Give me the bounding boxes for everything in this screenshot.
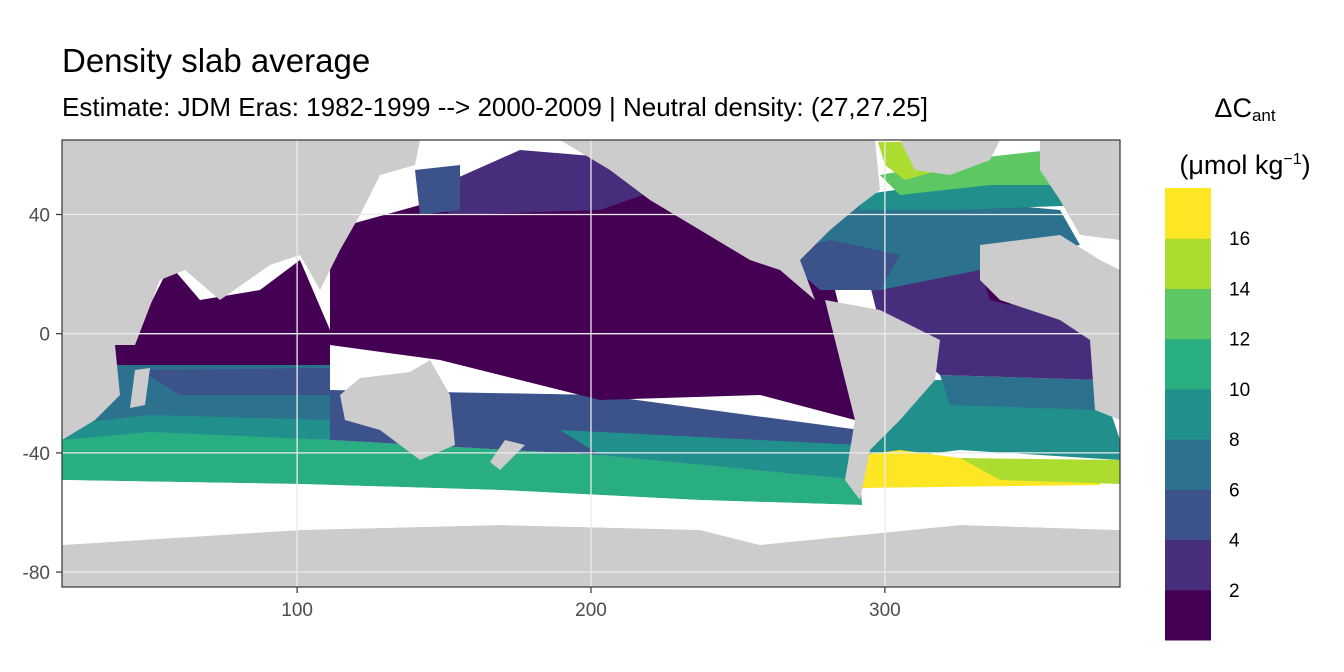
colorbar-label: 2: [1229, 581, 1240, 602]
colorbar-swatch: [1165, 288, 1211, 340]
grid-lines-no-data: [62, 140, 1120, 587]
colorbar-swatch: [1165, 539, 1211, 591]
land-greenland: [900, 140, 1000, 175]
ocean-south-pacific-green: [560, 430, 860, 480]
y-tick-label: -80: [23, 563, 50, 584]
ocean-subpolar-green: [880, 150, 1090, 195]
land-africa-west: [980, 235, 1120, 420]
land-north-america: [560, 140, 880, 300]
y-tick-label: -40: [23, 444, 50, 465]
colorbar-label: 8: [1229, 430, 1240, 451]
land-south-america: [825, 300, 940, 500]
colorbar-label: 12: [1229, 330, 1250, 351]
colorbar-label: 6: [1229, 480, 1240, 501]
land-africa-east: [62, 345, 120, 440]
colorbar-label: 16: [1229, 229, 1250, 250]
land-eurasia: [62, 140, 420, 345]
x-tick-label: 300: [869, 600, 901, 621]
ocean-southern-band: [62, 425, 862, 505]
ocean-south-atlantic-lime: [960, 458, 1120, 484]
map-panel: [62, 140, 1120, 587]
y-axis: 40 0 -40 -80: [23, 206, 62, 584]
chart-subtitle: Estimate: JDM Eras: 1982-1999 --> 2000-2…: [62, 92, 928, 122]
ocean-north-atlantic-blue: [780, 240, 900, 290]
ocean-south-atlantic-blue: [940, 375, 1100, 410]
colorbar-swatch: [1165, 338, 1211, 390]
colorbar-label: 14: [1229, 279, 1251, 300]
colorbar-swatch: [1165, 188, 1211, 239]
y-tick-label: 0: [39, 325, 50, 346]
x-axis: 100 200 300: [281, 587, 901, 621]
land-australia: [340, 360, 455, 460]
legend-title: ΔCant (μmol kg−1): [1150, 86, 1340, 187]
ocean-south-indian-inner: [140, 368, 330, 395]
colorbar-swatch: [1165, 489, 1211, 541]
land-madagascar: [130, 368, 150, 408]
colorbar: 2 4 6 8 10 12 14 16: [1165, 188, 1251, 641]
colorbar-swatch: [1165, 589, 1211, 641]
x-tick-label: 100: [281, 600, 313, 621]
colorbar-swatch: [1165, 388, 1211, 440]
land-new-zealand: [490, 440, 525, 470]
legend-title-unit: (μmol kg−1): [1179, 150, 1311, 180]
chart-title: Density slab average: [62, 42, 371, 79]
x-tick-label: 200: [575, 600, 607, 621]
legend-title-quantity: ΔCant: [1214, 93, 1276, 125]
colorbar-label: 10: [1229, 380, 1250, 401]
colorbar-swatch: [1165, 439, 1211, 490]
ocean-north-indian: [62, 260, 330, 365]
y-tick-label: 40: [29, 206, 50, 227]
ocean-north-pacific-blue: [415, 165, 460, 215]
colorbar-label: 4: [1229, 531, 1240, 552]
colorbar-swatch: [1165, 238, 1211, 289]
